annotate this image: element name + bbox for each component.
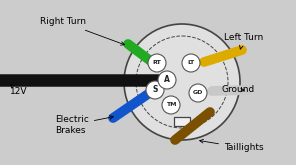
Text: Ground: Ground [222, 85, 255, 95]
Text: S: S [152, 85, 158, 95]
Text: A: A [164, 76, 170, 84]
Circle shape [146, 81, 164, 99]
Circle shape [158, 71, 176, 89]
Text: TM: TM [166, 102, 176, 108]
Text: LT: LT [187, 61, 194, 66]
Circle shape [182, 54, 200, 72]
Text: Left Turn: Left Turn [224, 33, 263, 49]
Text: Right Turn: Right Turn [40, 17, 125, 45]
Text: GD: GD [193, 90, 203, 96]
Circle shape [189, 84, 207, 102]
Circle shape [162, 96, 180, 114]
Circle shape [124, 24, 240, 140]
Text: Taillights: Taillights [200, 139, 264, 152]
Circle shape [148, 54, 166, 72]
Text: 12V: 12V [10, 84, 28, 97]
Bar [174, 117, 190, 126]
Text: Electric
Brakes: Electric Brakes [55, 115, 113, 135]
Text: RT: RT [153, 61, 161, 66]
